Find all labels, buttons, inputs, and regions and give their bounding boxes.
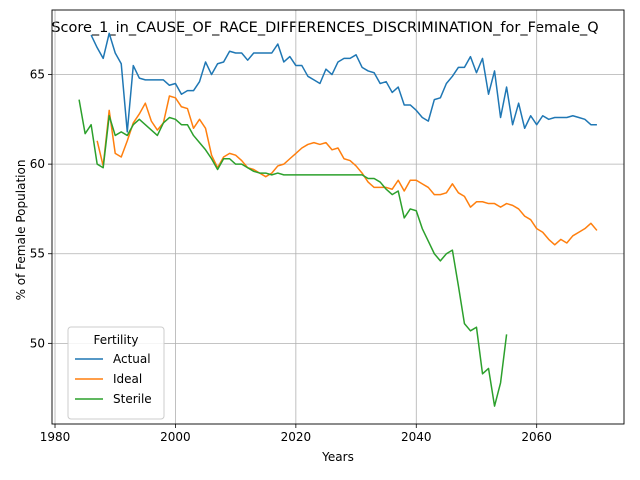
y-tick-label: 65 xyxy=(30,68,45,82)
x-tick-label: 2060 xyxy=(521,430,552,444)
series-line-ideal xyxy=(96,95,598,246)
x-tick-label: 1980 xyxy=(40,430,71,444)
y-axis-label: % of Female Population xyxy=(14,160,28,301)
y-tick-label: 60 xyxy=(30,157,45,171)
series-line-sterile xyxy=(78,99,508,407)
series-lines xyxy=(78,32,598,407)
x-axis-ticks: 1980 2000 2020 2040 2060 xyxy=(40,424,552,444)
series-line-actual xyxy=(90,32,597,133)
legend-label-ideal: Ideal xyxy=(113,372,142,386)
x-tick-label: 2020 xyxy=(281,430,312,444)
legend-label-actual: Actual xyxy=(113,352,151,366)
y-axis-ticks: 50 55 60 65 xyxy=(30,68,52,350)
plot-frame xyxy=(51,9,625,425)
x-axis-label: Years xyxy=(321,450,354,464)
legend: Fertility Actual Ideal Sterile xyxy=(67,326,165,420)
legend-label-sterile: Sterile xyxy=(113,392,152,406)
x-tick-label: 2040 xyxy=(401,430,432,444)
y-tick-label: 50 xyxy=(30,336,45,350)
y-tick-label: 55 xyxy=(30,247,45,261)
chart-title: Score_1_in_CAUSE_OF_RACE_DIFFERENCES_DIS… xyxy=(51,20,598,36)
legend-title: Fertility xyxy=(93,333,138,347)
legend-box xyxy=(67,326,165,420)
x-tick-label: 2000 xyxy=(160,430,191,444)
